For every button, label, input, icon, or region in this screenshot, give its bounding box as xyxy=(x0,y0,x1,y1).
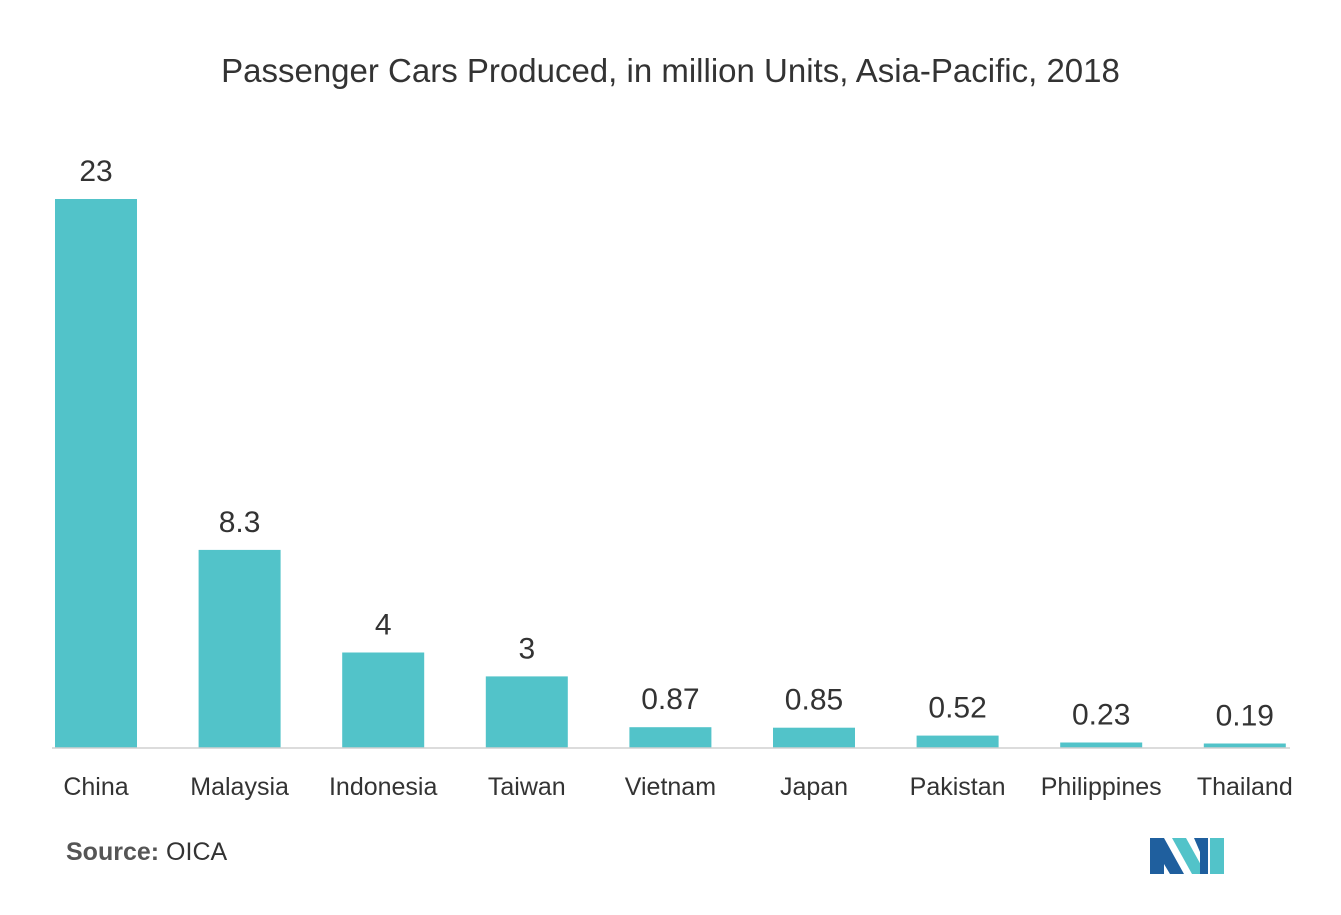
category-label-taiwan: Taiwan xyxy=(488,773,566,801)
mordor-intelligence-logo-icon xyxy=(1150,838,1224,874)
category-label-china: China xyxy=(63,773,128,801)
bar-japan xyxy=(773,727,855,748)
category-label-philippines: Philippines xyxy=(1041,773,1162,801)
bar-thailand xyxy=(1203,743,1286,748)
bars-group xyxy=(55,199,1286,748)
bar-indonesia xyxy=(342,652,425,748)
source-value: OICA xyxy=(166,838,228,866)
value-label-china: 23 xyxy=(79,155,112,188)
bar-vietnam xyxy=(629,727,712,748)
bar-philippines xyxy=(1060,742,1143,748)
source-label: Source: xyxy=(66,838,160,866)
value-label-pakistan: 0.52 xyxy=(928,692,986,725)
value-label-vietnam: 0.87 xyxy=(641,683,699,716)
value-label-malaysia: 8.3 xyxy=(219,506,261,539)
category-label-vietnam: Vietnam xyxy=(625,773,716,801)
chart-title: Passenger Cars Produced, in million Unit… xyxy=(221,52,1120,89)
value-label-taiwan: 3 xyxy=(518,632,535,665)
category-label-thailand: Thailand xyxy=(1197,773,1293,801)
value-label-japan: 0.85 xyxy=(785,684,843,717)
bar-china xyxy=(55,199,137,748)
labels-group: 23 China 8.3 Malaysia 4 Indonesia 3 Taiwan 0.87 V… xyxy=(63,155,1292,801)
category-label-malaysia: Malaysia xyxy=(190,773,289,801)
value-label-philippines: 0.23 xyxy=(1072,699,1130,732)
value-label-thailand: 0.19 xyxy=(1216,700,1274,733)
source-note: Source: OICA xyxy=(66,838,227,867)
value-label-indonesia: 4 xyxy=(375,609,392,642)
bar-malaysia xyxy=(198,549,281,748)
category-label-indonesia: Indonesia xyxy=(329,773,438,801)
category-label-pakistan: Pakistan xyxy=(910,773,1006,801)
bar-pakistan xyxy=(916,735,999,748)
bar-taiwan xyxy=(485,676,568,748)
category-label-japan: Japan xyxy=(780,773,848,801)
